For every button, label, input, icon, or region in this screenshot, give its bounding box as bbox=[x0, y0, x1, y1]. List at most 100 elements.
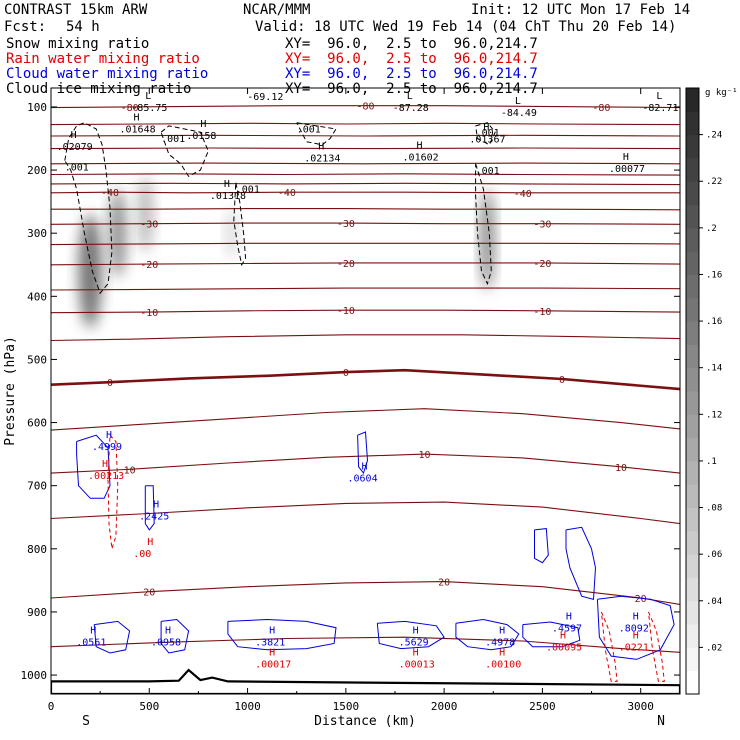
colorbar-step bbox=[686, 274, 699, 299]
y-tick-label-1: 200 bbox=[27, 164, 47, 177]
temp-contour-16 bbox=[51, 408, 680, 431]
temp-contour-11 bbox=[51, 262, 680, 266]
ice-contour-label-4: .001 bbox=[476, 166, 500, 177]
colorbar-tick-label-7: .16 bbox=[706, 317, 722, 327]
extremum-value-16: .2425 bbox=[139, 511, 169, 522]
field-name-cloud-water: Cloud water mixing ratio bbox=[6, 66, 209, 82]
rain-contour-2 bbox=[648, 611, 665, 682]
colorbar-step bbox=[686, 367, 699, 392]
colorbar-tick-label-11: .24 bbox=[706, 131, 722, 141]
colorbar-step bbox=[686, 321, 699, 345]
colorbar-step bbox=[686, 134, 699, 159]
temp-contour-6 bbox=[51, 182, 680, 186]
extremum-marker-27: H bbox=[560, 631, 566, 642]
colorbar-tick-label-6: .14 bbox=[706, 364, 722, 374]
ice-contour-label-3: .001 bbox=[297, 125, 321, 136]
extremum-value-3: -84.49 bbox=[501, 108, 537, 119]
temp-label-19-2: 20 bbox=[635, 594, 647, 605]
y-tick-label-6: 700 bbox=[27, 480, 47, 493]
annotation-layer: L-85.75H-69.12 L-87.28L-84.49L-82.71H.016… bbox=[57, 80, 679, 671]
field-name-cloud-ice: Cloud ice mixing ratio bbox=[6, 81, 192, 97]
temp-contour-3 bbox=[51, 147, 680, 150]
temp-label-9-1: -30 bbox=[337, 219, 355, 230]
header-model: CONTRAST 15km ARW bbox=[4, 2, 148, 18]
x-tick-label-5: 2500 bbox=[529, 700, 556, 713]
colorbar-step bbox=[686, 227, 699, 252]
colorbar-step bbox=[686, 577, 699, 602]
temp-label-7-1: -40 bbox=[278, 188, 296, 199]
x-tick-label-4: 2000 bbox=[431, 700, 458, 713]
extremum-value-17: .00 bbox=[133, 549, 151, 560]
temp-contour-8 bbox=[51, 208, 680, 211]
colorbar-step bbox=[686, 204, 699, 229]
extremum-value-28: .8092 bbox=[619, 624, 649, 635]
extremum-marker-14: H bbox=[102, 459, 108, 470]
x-tick-label-3: 1500 bbox=[333, 700, 360, 713]
temp-contour-17 bbox=[51, 453, 680, 474]
cloud-water-contour-11 bbox=[357, 431, 369, 475]
temp-contour-18 bbox=[51, 501, 680, 525]
colorbar-tick-label-2: .06 bbox=[706, 550, 722, 560]
ice-contour-label-1: .001 bbox=[161, 134, 185, 145]
x-tick-label-0: 0 bbox=[48, 700, 55, 713]
temp-label-13-2: -10 bbox=[533, 307, 551, 318]
colorbar-step bbox=[686, 530, 699, 555]
extremum-value-21: .00017 bbox=[255, 660, 291, 671]
temperature-contours: -80 -80 -80 -40 -40 -40 -30 -30 -30 -20 -20 -20 -10 -… bbox=[51, 102, 680, 653]
colorbar-tick-label-0: .02 bbox=[706, 643, 722, 653]
colorbar-step bbox=[686, 251, 699, 275]
temp-label-11-2: -20 bbox=[533, 259, 551, 270]
colorbar-step bbox=[686, 554, 699, 578]
extremum-marker-29: H bbox=[633, 631, 639, 642]
ice-contour-1 bbox=[160, 125, 209, 178]
terrain-layer bbox=[51, 668, 680, 694]
snow-shading-layer bbox=[78, 176, 495, 328]
ice-contour-label-0: .001 bbox=[65, 163, 89, 174]
header-fcst-label: Fcst: bbox=[4, 19, 47, 35]
temp-label-13-0: -10 bbox=[140, 308, 158, 319]
colorbar-unit: g kg⁻¹ bbox=[705, 88, 738, 98]
colorbar-step bbox=[686, 507, 699, 532]
temp-label-9-0: -30 bbox=[140, 220, 158, 231]
cloud-water-contour-0 bbox=[93, 620, 131, 654]
rain-contours bbox=[107, 434, 665, 682]
colorbar-step bbox=[686, 647, 699, 672]
extremum-marker-4: L bbox=[656, 91, 662, 102]
extremum-marker-28: H bbox=[633, 612, 639, 623]
field-xy-rain: XY= 96.0, 2.5 to 96.0,214.7 bbox=[285, 51, 538, 67]
extremum-marker-1: H bbox=[261, 80, 267, 91]
cloud-water-contour-4 bbox=[455, 618, 520, 651]
cloud-ice-contours: .001 .001 .001 .001 .001 .001 bbox=[64, 122, 500, 295]
extremum-value-27: .00095 bbox=[546, 643, 582, 654]
field-xy-cloud-ice: XY= 96.0, 2.5 to 96.0,214.7 bbox=[285, 81, 538, 97]
temp-contour-4 bbox=[51, 162, 680, 165]
colorbar-step bbox=[686, 600, 699, 625]
temp-label-17-2: 10 bbox=[615, 463, 627, 474]
cloud-water-contour-3 bbox=[376, 620, 445, 650]
extremum-value-6: .0158 bbox=[186, 131, 216, 142]
rain-contour-1 bbox=[600, 611, 618, 682]
colorbar-step bbox=[686, 670, 699, 695]
extremum-value-29: .0221 bbox=[619, 643, 649, 654]
cloud-water-contour-7 bbox=[534, 528, 549, 564]
temp-label-7-2: -40 bbox=[514, 189, 532, 200]
header-init: Init: 12 UTC Mon 17 Feb 14 bbox=[471, 2, 691, 18]
cloud-water-contour-8 bbox=[565, 526, 597, 600]
extremum-marker-17: H bbox=[147, 537, 153, 548]
y-tick-label-8: 900 bbox=[27, 606, 47, 619]
extremum-value-13: .4999 bbox=[92, 442, 122, 453]
extremum-value-19: .0958 bbox=[151, 638, 181, 649]
colorbar-step bbox=[686, 297, 699, 322]
colorbar-step bbox=[686, 391, 699, 415]
temp-label-19-1: 20 bbox=[438, 578, 450, 589]
temp-contour-10 bbox=[51, 242, 680, 246]
extremum-value-8: .02134 bbox=[304, 153, 340, 164]
header-org: NCAR/MMM bbox=[243, 2, 311, 18]
extremum-value-1: -69.12 bbox=[247, 92, 283, 103]
cloud-water-contour-2 bbox=[227, 618, 337, 651]
cloud-water-contour-10 bbox=[144, 485, 155, 531]
temp-label-15-1: 0 bbox=[343, 368, 349, 379]
colorbar-step bbox=[686, 437, 699, 462]
terrain-profile bbox=[51, 668, 680, 694]
